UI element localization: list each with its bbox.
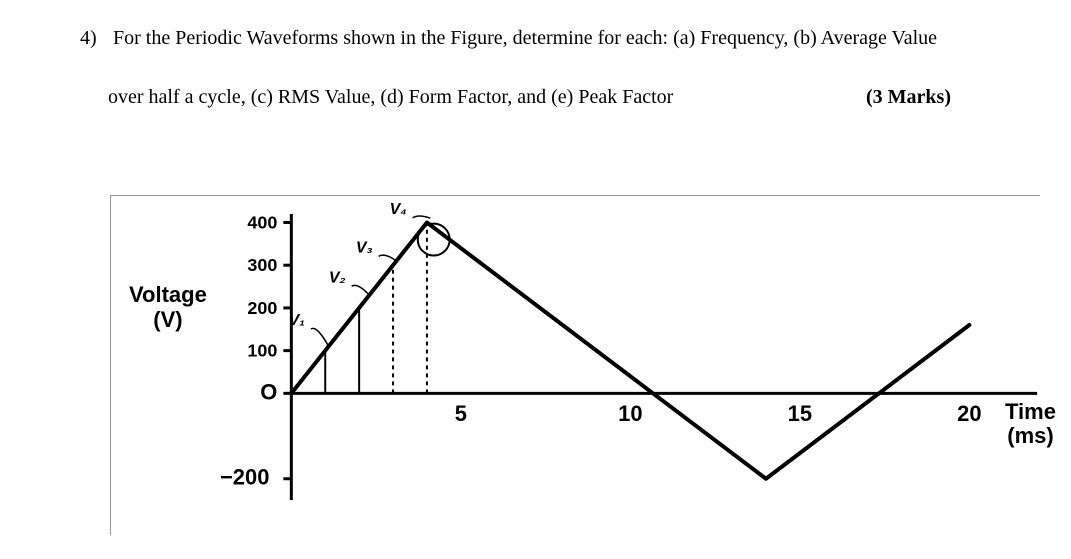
figure-container: 400 300 200 100 O −200 5 10 15 20 V₁ V₂ V₃ V₄ Voltage…: [110, 195, 1040, 535]
question-body-1: For the Periodic Waveforms shown in the …: [113, 27, 937, 49]
y-tick-label: 100: [247, 341, 277, 361]
question-number: 4): [80, 24, 108, 52]
y-tick-label: O: [260, 379, 277, 404]
label-leader: [379, 255, 397, 261]
y-axis-label: Voltage (V): [129, 283, 207, 331]
question-line-1: 4) For the Periodic Waveforms shown in t…: [80, 24, 1041, 52]
x-tick-label: 5: [455, 401, 467, 426]
x-tick-label: 10: [618, 401, 642, 426]
label-leader: [413, 216, 431, 218]
y-tick-label: 400: [247, 212, 277, 232]
V3-label: V₃: [356, 239, 373, 256]
y-tick-label: 300: [247, 255, 277, 275]
label-leader: [311, 328, 329, 346]
question-marks: (3 Marks): [866, 86, 951, 109]
question-body-2: over half a cycle, (c) RMS Value, (d) Fo…: [108, 86, 673, 109]
waveform-chart: 400 300 200 100 O −200 5 10 15 20 V₁ V₂ V₃ V₄: [111, 196, 1040, 535]
y-tick-label: −200: [220, 465, 269, 490]
y-tick-label: 200: [247, 298, 277, 318]
V2-label: V₂: [329, 269, 346, 286]
question-line-2: over half a cycle, (c) RMS Value, (d) Fo…: [80, 86, 1041, 109]
V4-label: V₄: [390, 201, 407, 218]
x-axis-label: Time (ms): [1005, 400, 1056, 448]
question-text: 4) For the Periodic Waveforms shown in t…: [80, 24, 1041, 109]
x-tick-label: 20: [957, 401, 981, 426]
label-leader: [352, 285, 370, 295]
x-tick-label: 15: [788, 401, 812, 426]
V1-label: V₁: [289, 312, 305, 329]
